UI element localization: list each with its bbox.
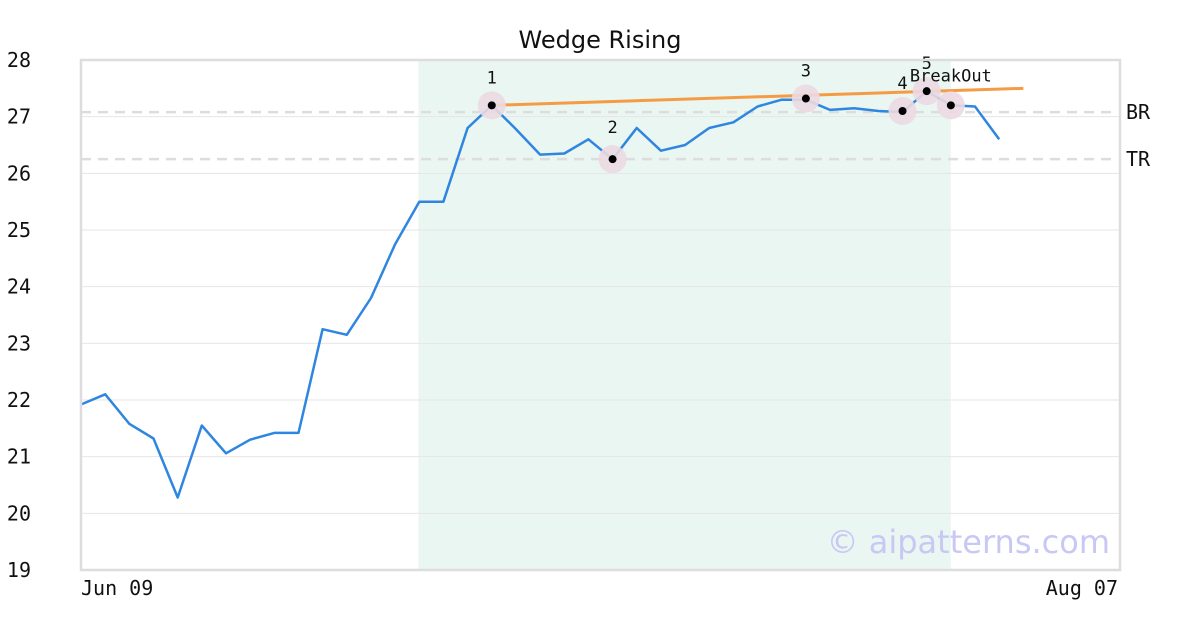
y-tick-label-28: 28 [7,48,31,72]
y-tick-label-21: 21 [7,445,31,469]
pivot-1-dot [487,101,496,110]
y-tick-label-24: 24 [7,275,31,299]
pivot-label-5: 5 [922,54,932,74]
y-tick-label-19: 19 [7,558,31,582]
price-series-layer [80,89,1001,499]
reference-label-tr: TR [1126,147,1151,171]
y-tick-label-26: 26 [7,161,31,185]
pivot-3-dot [801,94,810,103]
breakout-point-dot [946,101,955,110]
pivot-label-4: 4 [897,74,907,94]
pivot-label-2: 2 [607,118,617,138]
plot-background-layer [418,60,951,570]
pattern-highlight-region [418,60,951,570]
y-tick-label-25: 25 [7,218,31,242]
pivot-5-dot [922,87,931,96]
x-tick-label-1: Aug 07 [1046,576,1118,600]
y-tick-label-23: 23 [7,331,31,355]
y-tick-label-20: 20 [7,501,31,525]
plot-frame [79,58,1122,572]
chart-title: Wedge Rising [519,26,682,54]
pivot-label-1: 1 [487,68,497,88]
breakout-label: BreakOut [910,66,992,86]
price-series-line [80,89,1001,499]
watermark: © aipatterns.com [827,523,1110,561]
reference-label-br: BR [1126,100,1151,124]
pivot-2-dot [608,155,617,164]
x-tick-label-0: Jun 09 [81,576,153,600]
pivot-label-3: 3 [801,62,811,82]
y-tick-label-22: 22 [7,388,31,412]
grid-layer [81,116,1120,514]
pivot-4-dot [898,107,907,115]
y-tick-label-27: 27 [7,105,31,129]
